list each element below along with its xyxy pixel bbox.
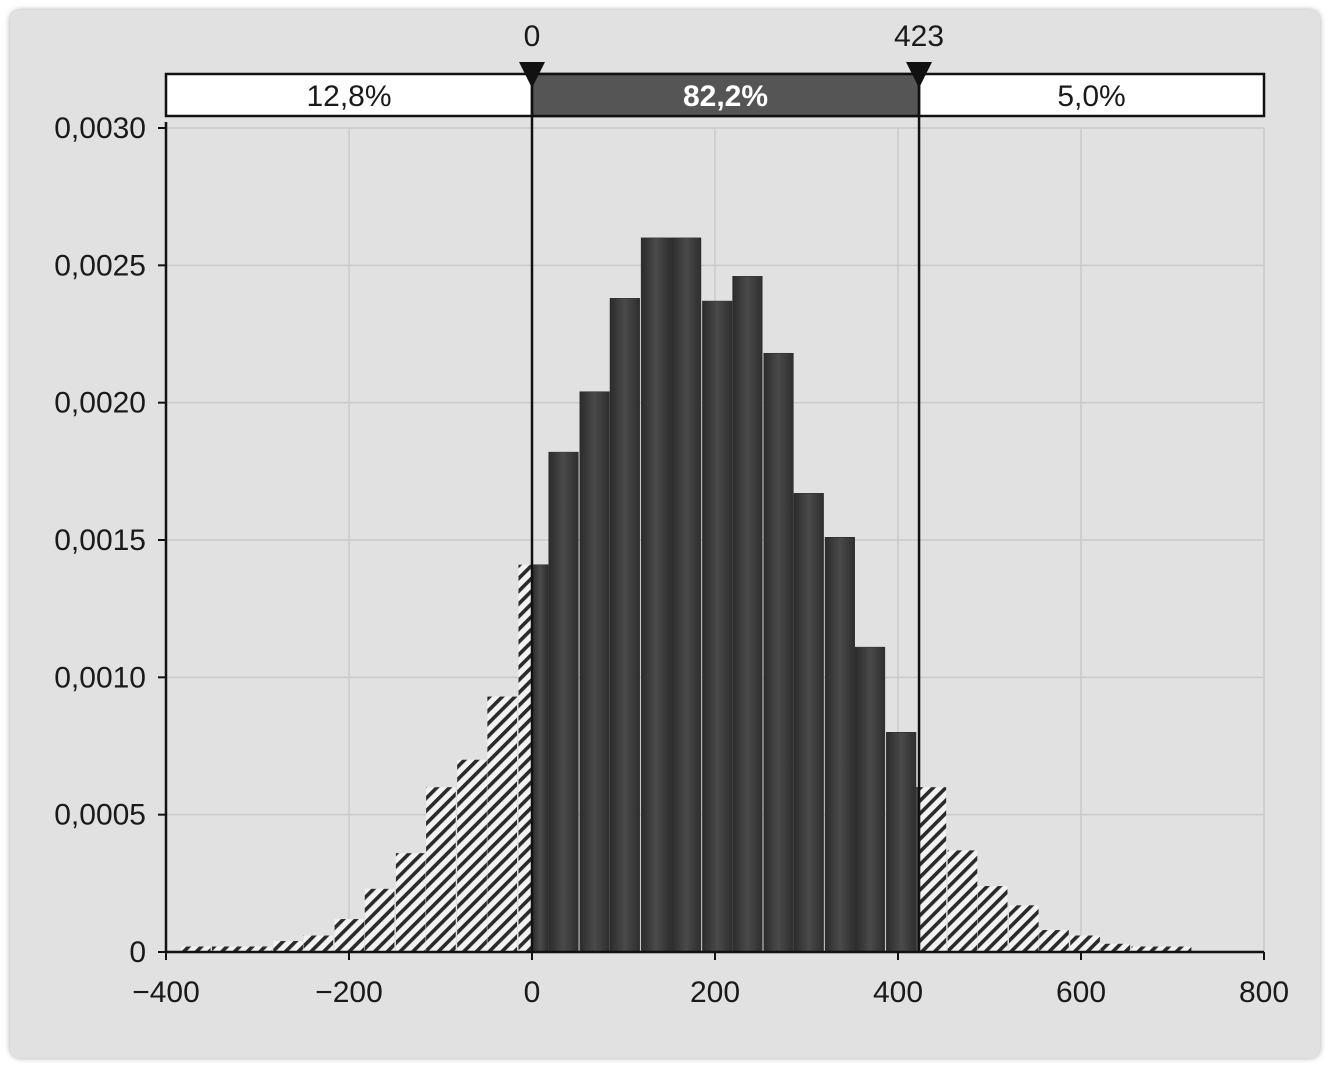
histogram-bar-hatched xyxy=(364,888,395,952)
histogram-bar xyxy=(531,564,549,953)
histogram-bar-hatched xyxy=(1131,946,1162,952)
histogram-bar xyxy=(732,276,763,953)
histogram-bar-hatched xyxy=(211,946,242,952)
histogram-bar-hatched xyxy=(457,759,487,952)
middle-region-percent: 82,2% xyxy=(683,80,768,113)
left-region-percent: 12,8% xyxy=(306,80,391,113)
histogram-bar xyxy=(702,300,733,953)
x-tick-label: 800 xyxy=(1239,976,1289,1009)
y-tick-label: 0,0030 xyxy=(54,112,146,145)
histogram-bar xyxy=(609,298,640,953)
histogram-bar-hatched xyxy=(334,919,365,952)
x-tick-labels: −400 −200 0 200 400 600 800 xyxy=(132,976,1289,1009)
histogram-bar xyxy=(671,237,702,953)
y-tick-label: 0,0025 xyxy=(54,249,146,282)
histogram-bar-hatched xyxy=(395,853,426,952)
right-region-percent: 5,0% xyxy=(1057,80,1125,113)
y-tick-label: 0,0010 xyxy=(54,661,146,694)
upper-marker-label: 423 xyxy=(894,20,944,53)
histogram-bar xyxy=(824,537,855,953)
histogram-bar-hatched xyxy=(1070,935,1100,952)
x-tick-label: 400 xyxy=(873,976,923,1009)
y-tick-label: 0,0020 xyxy=(54,387,146,420)
x-tick-label: −400 xyxy=(132,976,200,1009)
histogram-bar-hatched xyxy=(426,787,456,952)
histogram-bar-hatched xyxy=(518,564,531,952)
marker-triangle-icon[interactable] xyxy=(906,62,933,88)
histogram-bar-hatched xyxy=(273,941,303,952)
marker-triangle-icon[interactable] xyxy=(519,62,545,88)
percentile-band: 12,8% 82,2% 5,0% 0 423 xyxy=(164,20,1266,952)
x-tick-label: 0 xyxy=(524,976,541,1009)
histogram-bar xyxy=(763,352,794,953)
y-tick-label: 0 xyxy=(129,936,146,969)
histogram-bar-hatched xyxy=(180,946,211,952)
histogram-bar-hatched xyxy=(1008,905,1039,952)
bars xyxy=(180,237,1192,953)
histogram-bar-hatched xyxy=(303,935,334,952)
x-tick-label: −200 xyxy=(315,976,383,1009)
histogram-bar xyxy=(579,391,610,953)
histogram-bar-hatched xyxy=(977,886,1008,952)
y-tick-labels: 0 0,0005 0,0010 0,0015 0,0020 0,0025 0,0030 xyxy=(54,112,146,969)
histogram-bar-hatched xyxy=(1039,930,1069,952)
histogram-bar-hatched xyxy=(242,946,272,952)
histogram-bar xyxy=(640,237,672,953)
x-tick-label: 200 xyxy=(690,976,740,1009)
histogram-bar xyxy=(548,451,579,953)
histogram-bar-hatched xyxy=(919,787,947,952)
histogram-bar-hatched xyxy=(947,850,978,952)
x-tick-label: 600 xyxy=(1056,976,1106,1009)
histogram-bar-hatched xyxy=(1161,946,1192,952)
histogram-bar-hatched xyxy=(1100,943,1131,952)
histogram-bar-hatched xyxy=(487,696,518,952)
y-tick-label: 0,0005 xyxy=(54,799,146,832)
axes xyxy=(158,122,1265,960)
histogram-bar xyxy=(886,732,917,953)
y-tick-label: 0,0015 xyxy=(54,524,146,557)
lower-marker-label: 0 xyxy=(524,20,541,53)
histogram-bar xyxy=(793,493,824,953)
histogram-bar xyxy=(854,646,886,953)
